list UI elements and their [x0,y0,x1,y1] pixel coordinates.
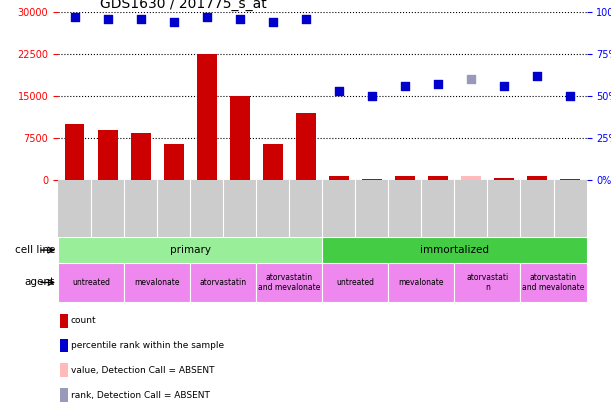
Text: value, Detection Call = ABSENT: value, Detection Call = ABSENT [71,366,214,375]
Bar [428,176,448,180]
Bar [527,176,547,180]
Bar [190,263,256,302]
Bar [521,263,587,302]
Point [565,93,575,100]
Bar [65,124,84,180]
Text: untreated: untreated [72,278,110,287]
Point [301,16,310,22]
Point [499,83,509,90]
Bar [296,113,316,180]
Bar [323,263,389,302]
Text: GDS1630 / 201775_s_at: GDS1630 / 201775_s_at [100,0,267,11]
Point [268,19,277,26]
Bar [164,144,183,180]
Text: mevalonate: mevalonate [398,278,444,287]
Point [202,14,211,20]
Bar [60,363,68,377]
Point [532,73,542,79]
Text: cell line: cell line [15,245,55,255]
Bar [98,130,117,180]
Bar [124,263,190,302]
Text: agent: agent [25,277,55,288]
Bar [58,237,323,263]
Point [466,76,476,83]
Text: mevalonate: mevalonate [134,278,180,287]
Text: untreated: untreated [336,278,375,287]
Point [169,19,178,26]
Text: primary: primary [170,245,211,255]
Text: atorvastati
n: atorvastati n [466,273,508,292]
Bar [58,263,124,302]
Bar [362,179,382,180]
Text: count: count [71,316,97,325]
Text: percentile rank within the sample: percentile rank within the sample [71,341,224,350]
Point [433,81,443,87]
Point [400,83,410,90]
Bar [197,54,217,180]
Text: atorvastatin: atorvastatin [200,278,247,287]
Bar [461,176,481,180]
Bar [494,178,514,180]
Point [334,88,344,94]
Bar [60,314,68,328]
Bar [131,132,150,180]
Bar [60,388,68,402]
Bar [263,144,283,180]
Bar [60,339,68,352]
Bar [323,237,587,263]
Bar [455,263,521,302]
Bar [256,263,323,302]
Bar [395,176,415,180]
Point [235,16,244,22]
Bar [560,179,580,180]
Text: atorvastatin
and mevalonate: atorvastatin and mevalonate [522,273,585,292]
Point [70,14,79,20]
Text: atorvastatin
and mevalonate: atorvastatin and mevalonate [258,273,320,292]
Bar [389,263,455,302]
Bar [230,96,250,180]
Point [136,16,145,22]
Point [103,16,112,22]
Point [367,93,377,100]
Text: rank, Detection Call = ABSENT: rank, Detection Call = ABSENT [71,390,210,400]
Bar [329,176,349,180]
Text: immortalized: immortalized [420,245,489,255]
